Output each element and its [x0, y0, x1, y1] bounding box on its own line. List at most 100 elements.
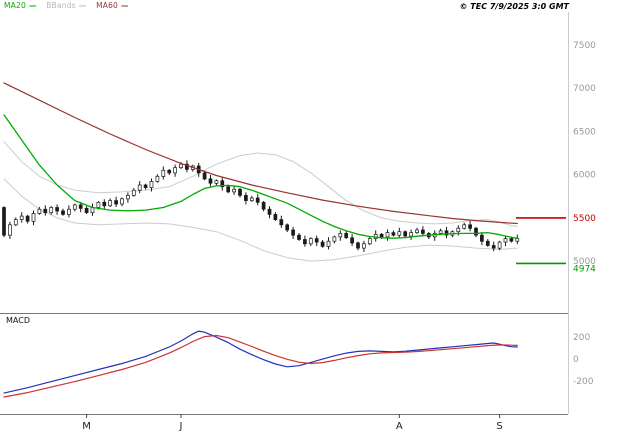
candle-body — [367, 238, 372, 245]
candle-body — [155, 175, 160, 182]
candle-body — [55, 207, 59, 212]
candle-body — [173, 167, 177, 174]
price-tick-label: 7500 — [573, 41, 596, 51]
candle-body — [456, 227, 461, 233]
candle-body — [84, 207, 89, 213]
candle-body — [220, 180, 225, 188]
candle-body — [126, 195, 130, 200]
candle-body — [509, 238, 514, 242]
candle-body — [320, 241, 325, 247]
candle-body — [344, 233, 349, 239]
candle-body — [143, 184, 148, 188]
overlay-BB_lower — [3, 178, 518, 262]
candle-body — [485, 240, 490, 246]
candle-body — [397, 231, 402, 236]
candle-body — [497, 241, 502, 249]
candle-body — [214, 180, 219, 184]
level-label-5500: 5500 — [573, 214, 596, 224]
candle-body — [279, 219, 284, 226]
candle-body — [391, 232, 396, 236]
candle-body — [291, 229, 295, 236]
candle-body — [379, 233, 384, 238]
candle-body — [385, 232, 390, 238]
legend-label-bbands: BBands — [46, 1, 76, 10]
candle-body — [444, 230, 449, 236]
candle-body — [480, 234, 484, 242]
legend-label-ma60: MA60 — [96, 1, 119, 10]
candle-body — [43, 208, 48, 214]
price-tick-label: 6000 — [573, 171, 596, 181]
candle-body — [326, 240, 331, 247]
candle-body — [2, 207, 6, 236]
candle-body — [462, 224, 467, 229]
candle-body — [244, 195, 248, 201]
macd-tick-label: 200 — [573, 333, 590, 343]
candle-body — [167, 169, 172, 174]
month-label: M — [82, 421, 91, 432]
macd-series-Signal — [3, 334, 518, 398]
legend-item-ma20: MA20— — [4, 1, 37, 10]
candle-body — [267, 208, 272, 215]
candle-body — [13, 219, 18, 226]
candle-body — [350, 237, 354, 244]
month-label: A — [396, 421, 403, 432]
candle-body — [403, 231, 408, 237]
candle-body — [19, 215, 24, 220]
candle-body — [208, 178, 213, 184]
candle-body — [72, 204, 77, 210]
candle-body — [226, 186, 231, 193]
month-label: S — [496, 421, 502, 432]
candle-body — [137, 184, 142, 191]
price-tick-label: 7000 — [573, 84, 596, 94]
candle-body — [255, 197, 260, 203]
candle-body — [362, 243, 366, 249]
candle-body — [25, 215, 30, 222]
candle-body — [308, 238, 313, 245]
legend-swatch-bbands: — — [78, 1, 87, 10]
candle-body — [249, 197, 254, 201]
macd-series-MACD — [3, 330, 518, 394]
candle-body — [179, 163, 183, 169]
candle-body — [314, 238, 319, 243]
candle-body — [238, 188, 242, 196]
copyright-text: © TEC 7/9/2025 3:0 GMT — [459, 2, 570, 11]
candle-body — [149, 181, 154, 188]
candle-body — [409, 232, 413, 237]
legend-swatch-ma20: — — [28, 1, 37, 10]
overlay-BB_upper — [3, 141, 518, 227]
candle-body — [332, 236, 337, 242]
level-label-4974: 4974 — [573, 264, 596, 274]
candle-body — [303, 239, 307, 245]
candle-body — [120, 198, 124, 205]
price-tick-label: 5000 — [573, 257, 596, 267]
candle-body — [108, 200, 113, 207]
candle-body — [338, 233, 343, 238]
candle-body — [232, 188, 236, 193]
candle-body — [96, 201, 101, 208]
candle-body — [474, 227, 478, 236]
candle-body — [356, 242, 360, 249]
legend-swatch-ma60: — — [121, 1, 129, 10]
legend-item-bbands: BBands — — [46, 1, 86, 10]
candle-body — [261, 201, 266, 210]
candle-body — [438, 230, 443, 234]
macd-tick-label: 0 — [573, 355, 579, 365]
overlay-MA60 — [3, 82, 518, 225]
candle-body — [161, 169, 166, 177]
candle-body — [185, 163, 189, 170]
candle-body — [202, 172, 207, 180]
candle-body — [285, 224, 290, 231]
candle-body — [415, 229, 419, 233]
candle-body — [49, 207, 54, 214]
candle-body — [421, 229, 425, 234]
candle-body — [61, 210, 65, 215]
candle-body — [131, 189, 136, 196]
chart-legend: MA20— BBands — MA60— — [4, 1, 136, 11]
candle-body — [37, 208, 42, 214]
macd-panel-title: MACD — [6, 316, 30, 325]
candle-body — [468, 224, 472, 229]
candle-body — [491, 245, 496, 249]
overlay-MA20 — [3, 114, 518, 240]
